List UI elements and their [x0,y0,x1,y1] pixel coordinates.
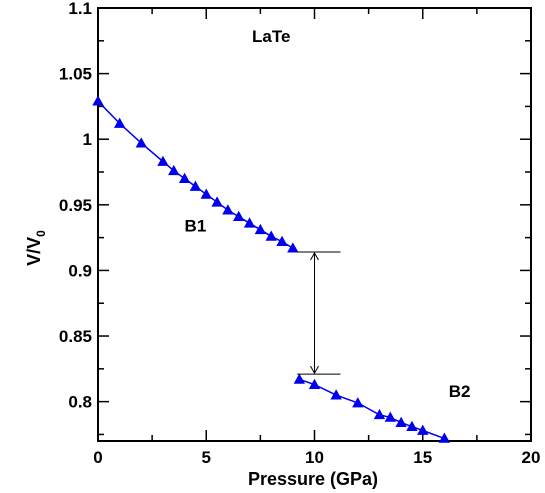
data-point [168,164,180,176]
x-tick-label: 10 [305,448,324,467]
x-axis-label: Pressure (GPa) [248,469,378,489]
data-point [395,416,407,428]
data-point [287,242,299,253]
data-point [222,204,234,215]
y-tick-label: 0.85 [59,327,92,346]
y-tick-label: 1.1 [68,0,92,18]
data-point [438,432,451,443]
data-point [92,95,104,106]
series-line-b1 [97,100,294,249]
data-point [211,196,223,207]
data-point [200,188,212,199]
compound-label: LaTe [252,27,290,46]
series-line-b2 [299,378,445,440]
x-tick-label: 0 [93,448,102,467]
data-point [233,210,245,222]
phase-label-b1: B1 [185,217,207,236]
data-point [352,397,364,408]
data-point [178,172,191,183]
data-point [308,378,321,389]
phase-label-b2: B2 [449,382,471,401]
x-tick-label: 15 [413,448,432,467]
data-point [373,408,386,420]
data-point [406,420,418,431]
data-point [189,180,202,191]
transition-arrowhead-up [310,252,319,261]
data-point [265,230,277,241]
transition-arrowhead-down [310,365,319,375]
plot-frame [97,7,532,442]
data-point [276,235,288,246]
x-tick-label: 5 [202,448,211,467]
data-point [293,373,306,384]
data-point [254,223,267,235]
y-axis-label-main: V/V [24,237,44,266]
y-axis-label-subscript: 0 [34,230,48,237]
y-tick-label: 1 [83,130,92,149]
y-tick-label: 0.9 [68,261,92,280]
data-point [417,424,429,435]
y-tick-label: 0.95 [59,196,92,215]
data-point [157,155,169,166]
data-point [135,137,147,148]
x-tick-label: 20 [522,448,541,467]
data-point [243,217,256,228]
data-point [113,117,126,128]
y-tick-label: 1.05 [59,65,92,84]
y-tick-label: 0.8 [68,393,92,412]
data-point [384,411,396,422]
data-point [330,389,342,400]
y-axis-label: V/V0 [24,230,48,266]
